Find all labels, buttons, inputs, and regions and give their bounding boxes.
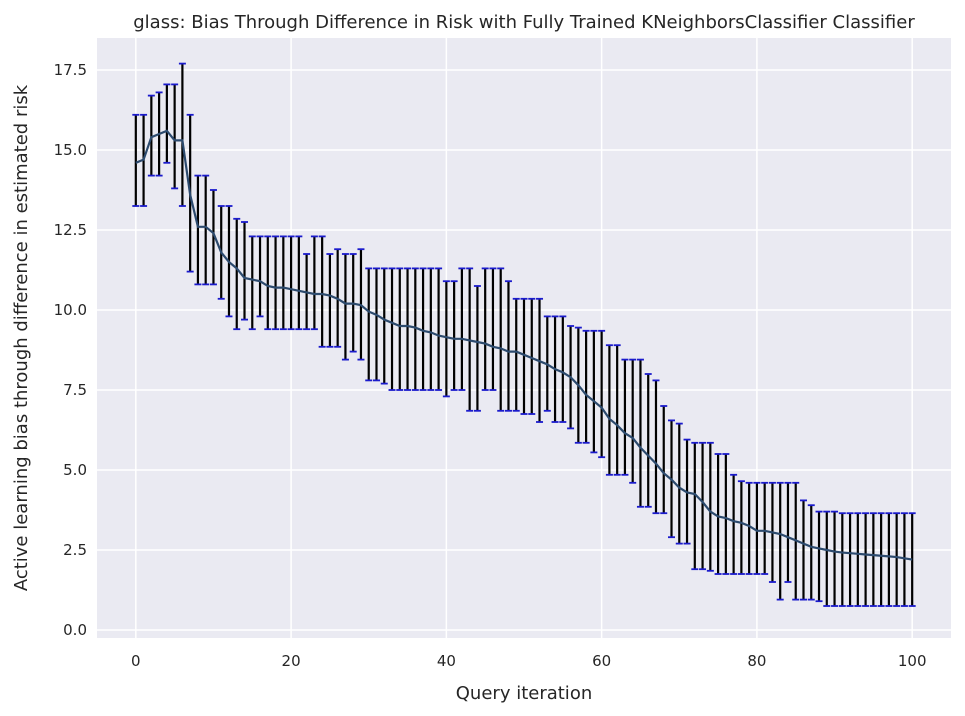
x-tick-label: 80 [747, 652, 766, 670]
x-axis-label: Query iteration [456, 683, 592, 704]
y-tick-label: 7.5 [63, 381, 87, 399]
x-tick-label: 60 [592, 652, 611, 670]
y-tick-labels: 0.0 2.5 5.0 7.5 10.0 12.5 15.0 17.5 [54, 61, 87, 639]
y-tick-label: 5.0 [63, 461, 87, 479]
y-tick-label: 10.0 [54, 301, 87, 319]
y-tick-label: 17.5 [54, 61, 87, 79]
y-tick-label: 15.0 [54, 141, 87, 159]
y-axis-label: Active learning bias through difference … [11, 84, 32, 591]
chart-title: glass: Bias Through Difference in Risk w… [133, 12, 915, 33]
x-tick-label: 0 [131, 652, 141, 670]
y-tick-label: 0.0 [63, 621, 87, 639]
x-tick-labels: 0 20 40 60 80 100 [131, 652, 926, 670]
y-tick-label: 2.5 [63, 541, 87, 559]
mean-series-line [135, 129, 913, 561]
y-tick-label: 12.5 [54, 221, 87, 239]
x-tick-label: 40 [437, 652, 456, 670]
x-tick-label: 100 [898, 652, 927, 670]
error-bar-caps [132, 62, 916, 607]
x-tick-label: 20 [282, 652, 301, 670]
